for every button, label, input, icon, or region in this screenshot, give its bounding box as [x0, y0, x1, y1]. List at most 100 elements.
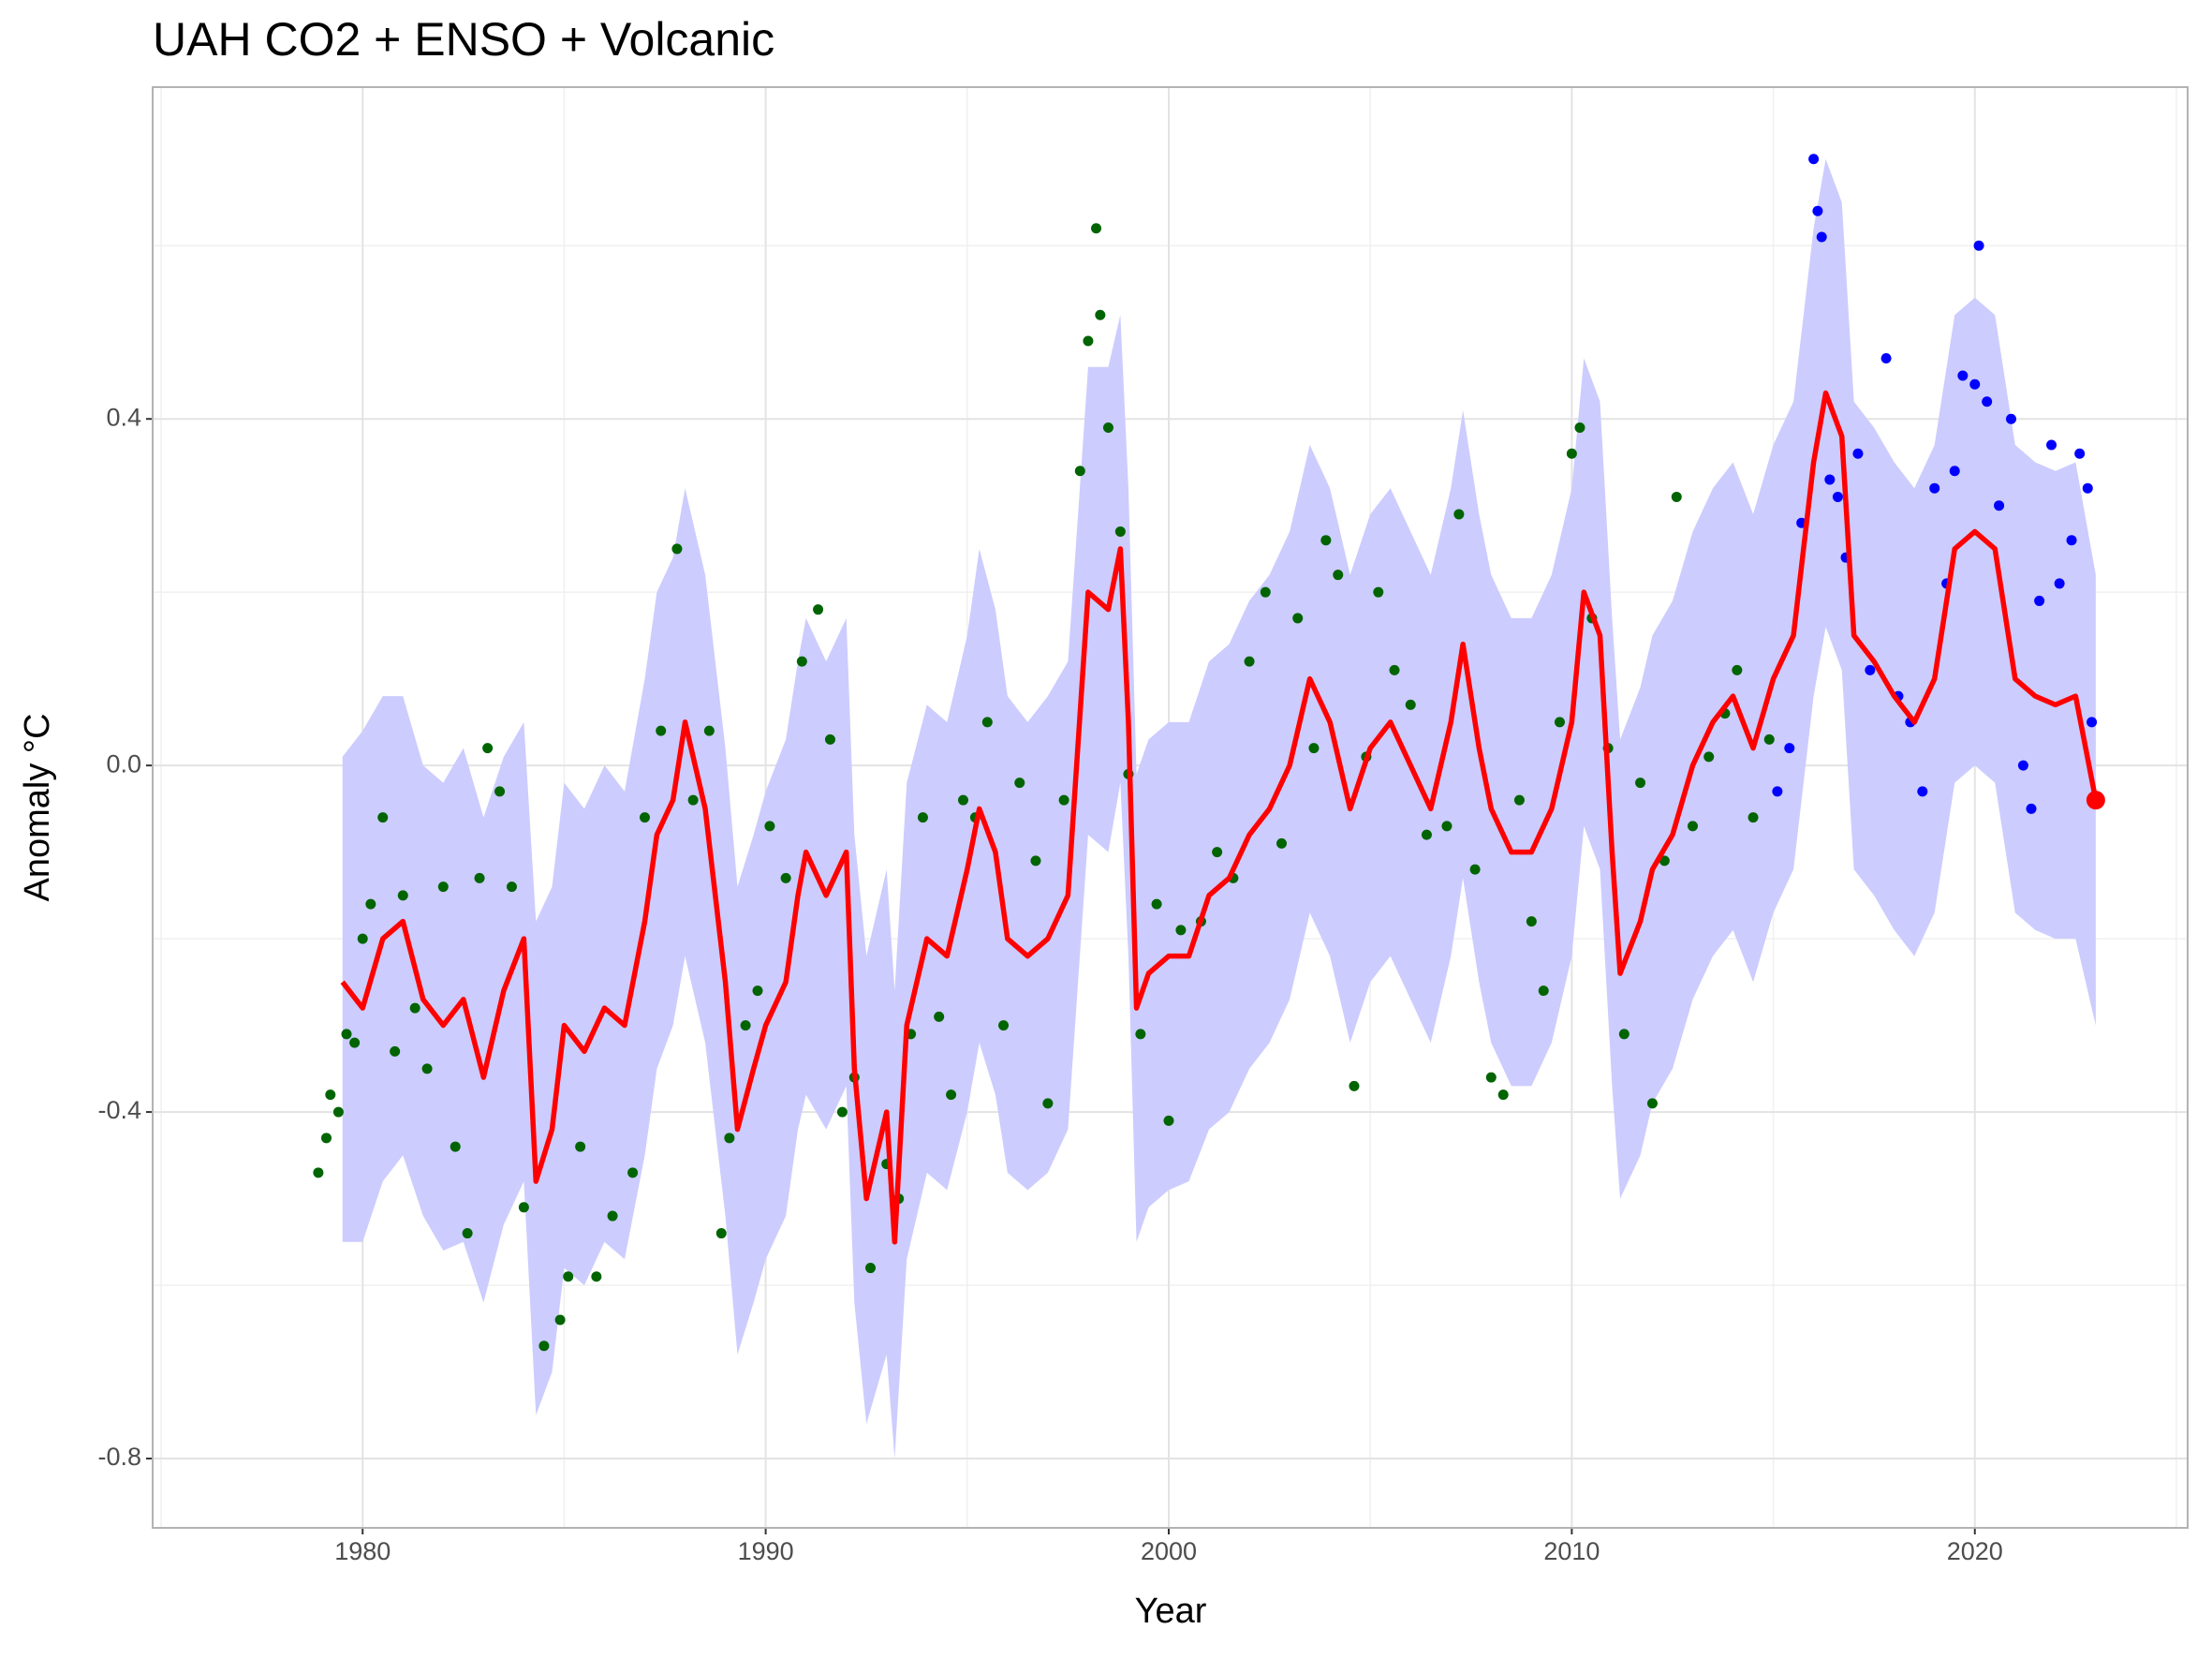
data-point	[1014, 778, 1025, 789]
data-point	[1957, 370, 1969, 381]
data-point	[724, 1133, 735, 1144]
data-point	[2034, 595, 2045, 606]
data-point	[824, 733, 835, 745]
data-point	[474, 872, 485, 883]
data-point	[1276, 837, 1288, 849]
data-point	[917, 812, 928, 823]
x-tick-label: 1980	[334, 1537, 391, 1565]
data-point	[1421, 829, 1432, 840]
data-point	[1994, 500, 2005, 511]
data-point	[2046, 439, 2057, 451]
data-point	[1973, 240, 1984, 251]
data-point	[703, 725, 715, 736]
data-point	[1618, 1029, 1630, 1040]
data-point	[998, 1020, 1010, 1031]
data-point	[752, 985, 763, 997]
data-point	[1865, 664, 1876, 675]
data-point	[462, 1228, 473, 1239]
data-point	[957, 794, 968, 806]
data-point	[2026, 803, 2037, 814]
data-point	[1469, 864, 1481, 875]
data-point	[1074, 466, 1085, 477]
data-point	[575, 1141, 586, 1152]
data-point	[1703, 751, 1715, 763]
data-point	[377, 812, 389, 823]
chart-title: UAH CO2 + ENSO + Volcanic	[153, 13, 774, 66]
data-point	[1969, 378, 1981, 390]
data-point	[390, 1045, 401, 1057]
data-point	[554, 1314, 566, 1326]
data-point	[1816, 231, 1827, 243]
data-point	[639, 812, 650, 823]
data-point	[409, 1002, 420, 1014]
data-point	[506, 881, 517, 893]
data-point	[1292, 613, 1304, 624]
data-point	[1485, 1072, 1497, 1083]
data-point	[1917, 786, 1928, 797]
data-point	[740, 1020, 751, 1031]
data-point	[1308, 743, 1320, 754]
data-point	[1175, 925, 1187, 936]
confidence-ribbon	[342, 158, 2096, 1459]
y-axis-label: Anomaly °C	[18, 713, 57, 901]
data-point	[313, 1167, 324, 1178]
data-point	[1784, 743, 1795, 754]
y-tick-label: -0.4	[97, 1096, 141, 1124]
data-point	[1747, 812, 1759, 823]
data-point	[1538, 985, 1549, 997]
data-point	[981, 717, 993, 728]
data-point	[1058, 794, 1069, 806]
data-point	[1929, 482, 1940, 494]
data-point	[1566, 448, 1577, 459]
data-point	[1808, 154, 1820, 165]
data-point	[1091, 223, 1102, 234]
data-point	[538, 1341, 550, 1352]
data-point	[332, 1106, 344, 1118]
data-point	[1513, 794, 1525, 806]
data-point	[2082, 482, 2093, 494]
data-point	[2017, 760, 2028, 771]
data-point	[687, 794, 699, 806]
data-point	[671, 543, 683, 555]
data-point	[656, 725, 667, 736]
data-point	[1671, 491, 1682, 502]
data-point	[349, 1037, 361, 1048]
data-point	[421, 1063, 433, 1074]
data-point	[1102, 422, 1113, 433]
data-point	[1659, 855, 1670, 867]
data-point	[1772, 786, 1783, 797]
data-point	[1812, 205, 1823, 216]
data-point	[1163, 1115, 1174, 1126]
data-point	[1373, 586, 1384, 598]
data-point	[1151, 898, 1162, 910]
data-point	[1042, 1098, 1054, 1109]
data-point	[1030, 855, 1041, 867]
data-point	[780, 872, 791, 883]
data-point	[2074, 448, 2086, 459]
data-point	[1405, 699, 1416, 710]
end-point	[2086, 791, 2105, 810]
data-point	[482, 743, 494, 754]
data-point	[1441, 821, 1453, 832]
data-point	[1095, 309, 1106, 320]
data-point	[1114, 526, 1126, 537]
x-axis-label: Year	[1135, 1592, 1207, 1631]
data-point	[1453, 509, 1465, 520]
data-point	[813, 604, 824, 615]
data-point	[1389, 664, 1400, 675]
data-point	[627, 1167, 639, 1178]
data-point	[365, 898, 376, 910]
data-point	[494, 786, 506, 797]
data-point	[946, 1089, 957, 1101]
data-point	[607, 1210, 618, 1222]
data-point	[1635, 778, 1646, 789]
data-point	[1824, 474, 1836, 485]
y-tick-label: -0.8	[97, 1443, 141, 1471]
data-point	[325, 1089, 336, 1101]
x-tick-label: 2010	[1543, 1537, 1600, 1565]
data-point	[1212, 847, 1223, 858]
y-tick-label: 0.4	[106, 403, 141, 431]
data-point	[591, 1271, 602, 1282]
data-point	[764, 821, 775, 832]
